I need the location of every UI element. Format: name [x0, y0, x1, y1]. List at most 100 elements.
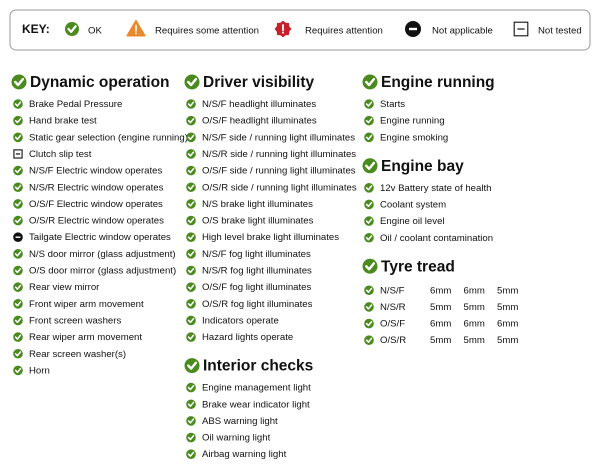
status-icon: [186, 399, 196, 410]
item-label: O/S/F side / running light illuminates: [202, 166, 356, 177]
item-label: O/S/R Electric window operates: [29, 216, 164, 227]
status-icon: [364, 183, 374, 193]
ok-check: [14, 101, 22, 107]
ok-check: [187, 451, 195, 457]
ok-circle: [362, 258, 378, 274]
status-icon: [186, 249, 196, 259]
item-label: O/S/R: [380, 335, 406, 346]
key-label: Not tested: [538, 26, 582, 37]
status-icon: [186, 232, 196, 242]
ok-circle: [186, 265, 196, 276]
status-icon: [13, 365, 23, 376]
ok-check: [14, 367, 22, 374]
ok-circle: [13, 315, 23, 326]
ok-circle: [186, 199, 196, 209]
status-icon: [186, 132, 196, 143]
item-label: N/S door mirror (glass adjustment): [29, 249, 176, 260]
status-icon: [13, 182, 23, 193]
status-icon: [364, 132, 374, 143]
ok-circle: [364, 99, 374, 109]
ok-check: [14, 201, 22, 207]
ok-check: [14, 317, 22, 324]
status-icon: [186, 115, 196, 126]
status-icon: [13, 199, 23, 209]
item-label: N/S/R fog light illuminates: [202, 266, 312, 277]
status-icon: [362, 258, 378, 274]
ok-circle: [186, 432, 196, 443]
item-label: Clutch slip test: [29, 149, 92, 160]
key-label: Requires some attention: [155, 26, 259, 37]
ok-check: [14, 217, 22, 224]
status-icon: [126, 19, 146, 37]
status-icon: [13, 348, 23, 359]
status-icon: [364, 216, 374, 226]
item-label: N/S/F headlight illuminates: [202, 99, 316, 110]
ok-circle: [186, 115, 196, 126]
section-title: Interior checks: [203, 358, 313, 375]
tread-depth: 5mm: [464, 302, 485, 313]
ok-check: [187, 418, 195, 424]
ok-check: [187, 361, 198, 370]
key-label: Not applicable: [432, 26, 493, 37]
ok-check: [14, 77, 25, 87]
section-title: Dynamic operation: [30, 74, 170, 91]
status-icon: [362, 74, 378, 90]
item-label: Front screen washers: [29, 315, 121, 326]
status-icon: [364, 318, 374, 329]
status-icon: [362, 158, 378, 174]
section-title: Engine running: [381, 74, 495, 91]
status-icon: [186, 165, 196, 176]
tread-depth: 6mm: [430, 319, 451, 330]
ok-circle: [13, 332, 23, 342]
status-icon: [186, 332, 196, 342]
status-icon: [11, 74, 27, 90]
ok-check: [187, 134, 195, 140]
ok-check: [365, 304, 373, 310]
status-icon: [13, 149, 23, 159]
ok-check: [187, 317, 195, 324]
ok-check: [365, 201, 373, 208]
ok-check: [14, 251, 22, 257]
status-icon: [13, 282, 23, 292]
ok-check: [187, 217, 195, 224]
status-icon: [186, 416, 196, 426]
ok-circle: [364, 183, 374, 193]
ok-check: [365, 287, 373, 293]
ok-circle: [364, 115, 374, 126]
item-label: Tailgate Electric window operates: [29, 232, 171, 243]
status-icon: [186, 182, 196, 193]
ok-circle: [13, 132, 23, 143]
item-label: O/S door mirror (glass adjustment): [29, 266, 176, 277]
item-label: Engine smoking: [380, 132, 448, 143]
ok-check: [365, 77, 376, 87]
item-label: N/S brake light illuminates: [202, 199, 313, 210]
item-label: O/S/F headlight illuminates: [202, 116, 317, 127]
item-label: O/S/F: [380, 319, 405, 330]
section-title: Engine bay: [381, 158, 464, 175]
ok-circle: [186, 282, 196, 292]
item-label: Coolant system: [380, 199, 446, 210]
status-icon: [186, 149, 196, 159]
ok-circle: [13, 299, 23, 309]
ok-circle: [364, 318, 374, 329]
ok-check: [365, 118, 373, 124]
ok-check: [14, 184, 22, 190]
tread-depth: 5mm: [430, 335, 451, 346]
tread-depth: 5mm: [497, 285, 518, 296]
status-icon: [65, 22, 79, 36]
ok-circle: [184, 358, 200, 374]
status-icon: [184, 358, 200, 374]
status-icon: [364, 232, 374, 243]
ok-circle: [364, 132, 374, 143]
item-label: Hand brake test: [29, 116, 97, 127]
section-title: Tyre tread: [381, 258, 455, 275]
ok-check: [187, 168, 195, 174]
ok-circle: [186, 332, 196, 342]
status-icon: [13, 332, 23, 342]
item-label: N/S/F Electric window operates: [29, 166, 162, 177]
status-icon: [186, 315, 196, 326]
ok-check: [14, 334, 22, 340]
ok-circle: [65, 22, 79, 36]
status-icon: [364, 99, 374, 109]
ok-check: [187, 118, 195, 124]
